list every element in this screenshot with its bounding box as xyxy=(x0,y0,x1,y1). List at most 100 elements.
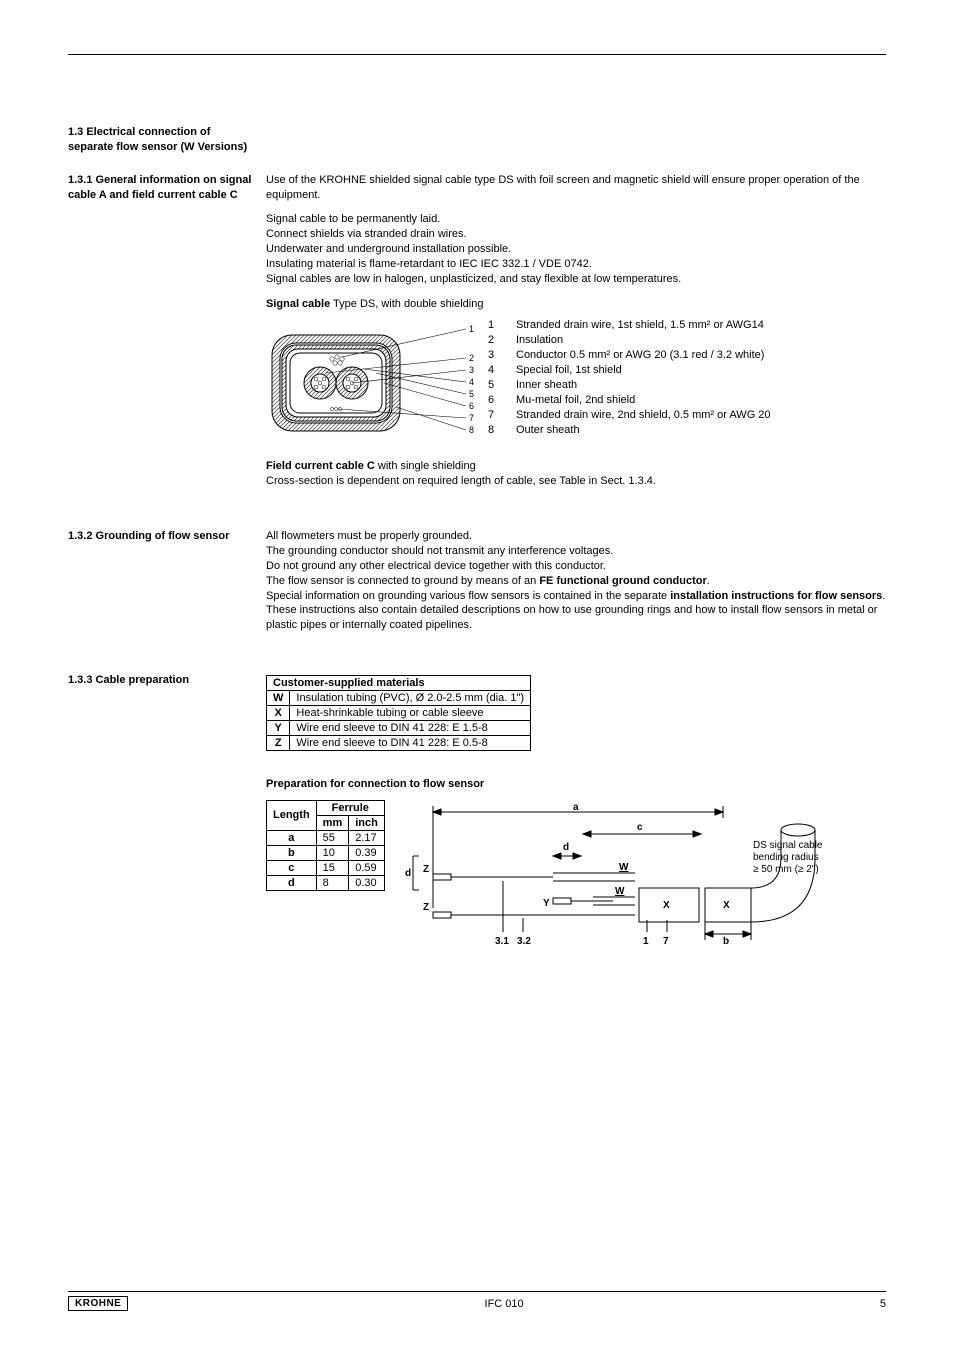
section-1-3-3: 1.3.3 Cable preparation Customer-supplie… xyxy=(68,673,886,960)
cable-legend-row: 6Mu-metal foil, 2nd shield xyxy=(488,394,771,406)
cable-legend-text: Outer sheath xyxy=(516,424,580,436)
fe-bold: FE functional ground conductor xyxy=(539,575,706,587)
section-1-3-2-lines-a: All flowmeters must be properly grounded… xyxy=(266,529,886,574)
prep-diagram: a c d d Z W Y W Z X X 3.1 3.2 1 7 b xyxy=(403,800,833,960)
svg-text:Z: Z xyxy=(423,864,429,875)
cable-legend-row: 8 Outer sheath xyxy=(488,424,771,436)
svg-text:1: 1 xyxy=(643,936,649,947)
section-1-3-2-line: These instructions also contain detailed… xyxy=(266,603,886,633)
svg-text:4: 4 xyxy=(469,377,474,387)
cable-legend-text: Inner sheath xyxy=(516,379,577,391)
section-1-3: 1.3 Electrical connection of separate fl… xyxy=(68,125,886,155)
ferrule-th-inch: inch xyxy=(349,815,385,830)
cable-legend-num: 6 xyxy=(488,394,500,406)
svg-text:W: W xyxy=(615,886,625,897)
signal-cable-heading: Signal cable Type DS, with double shield… xyxy=(266,297,886,312)
materials-row: YWire end sleeve to DIN 41 228: E 1.5-8 xyxy=(267,721,531,736)
ferrule-row: a552.17 xyxy=(267,830,385,845)
svg-text:c: c xyxy=(637,822,643,833)
ferrule-mm: 55 xyxy=(316,830,349,845)
footer-doc: IFC 010 xyxy=(485,1298,524,1310)
cable-legend-row: 3 Conductor 0.5 mm² or AWG 20 (3.1 red / … xyxy=(488,349,771,361)
cable-cross-section-icon: 1 2 3 4 5 6 7 8 xyxy=(266,317,476,447)
field-cable-line2: Cross-section is dependent on required l… xyxy=(266,474,886,489)
section-1-3-1-line: Insulating material is flame-retardant t… xyxy=(266,257,886,272)
section-1-3-1-bullets: Signal cable to be permanently laid.Conn… xyxy=(266,212,886,286)
ferrule-label: a xyxy=(267,830,317,845)
materials-code: Z xyxy=(267,736,290,751)
section-1-3-1-p1: Use of the KROHNE shielded signal cable … xyxy=(266,173,886,203)
cable-legend-row: 5 Inner sheath xyxy=(488,379,771,391)
svg-text:d: d xyxy=(563,842,569,853)
cable-legend-num: 4 xyxy=(488,364,500,376)
cable-legend-num: 5 xyxy=(488,379,500,391)
materials-header: Customer-supplied materials xyxy=(267,676,531,691)
cable-legend-row: 2Insulation xyxy=(488,334,771,346)
svg-text:X: X xyxy=(663,900,670,911)
svg-text:Y: Y xyxy=(543,898,550,909)
svg-text:Z: Z xyxy=(423,902,429,913)
materials-row: ZWire end sleeve to DIN 41 228: E 0.5-8 xyxy=(267,736,531,751)
svg-text:5: 5 xyxy=(469,389,474,399)
ferrule-th-length: Length xyxy=(267,800,317,830)
svg-text:7: 7 xyxy=(663,936,669,947)
ferrule-inch: 0.30 xyxy=(349,875,385,890)
cable-legend-text: Conductor 0.5 mm² or AWG 20 (3.1 red / 3… xyxy=(516,349,764,361)
svg-text:2: 2 xyxy=(469,353,474,363)
signal-cable-desc: Type DS, with double shielding xyxy=(330,298,483,310)
ferrule-inch: 2.17 xyxy=(349,830,385,845)
fe-post: . xyxy=(707,575,710,587)
section-1-3-1: 1.3.1 General information on signal cabl… xyxy=(68,173,886,489)
section-1-3-2: 1.3.2 Grounding of flow sensor All flowm… xyxy=(68,529,886,633)
section-1-3-2-title: 1.3.2 Grounding of flow sensor xyxy=(68,529,254,544)
materials-table: Customer-supplied materials WInsulation … xyxy=(266,675,531,751)
materials-code: X xyxy=(267,706,290,721)
field-cable-heading: Field current cable C with single shield… xyxy=(266,459,886,474)
cable-legend-text: Stranded drain wire, 2nd shield, 0.5 mm²… xyxy=(516,409,771,421)
page-footer: KROHNE IFC 010 5 xyxy=(68,1291,886,1311)
ferrule-block: Length Ferrule mm inch a552.17b100.39c15… xyxy=(266,800,886,960)
ferrule-row: d80.30 xyxy=(267,875,385,890)
materials-row: WInsulation tubing (PVC), Ø 2.0-2.5 mm (… xyxy=(267,691,531,706)
svg-text:W: W xyxy=(619,862,629,873)
prep-header: Preparation for connection to flow senso… xyxy=(266,777,886,792)
cable-legend-num: 7 xyxy=(488,409,500,421)
prep-note-l2: bending radius xyxy=(753,852,819,863)
ferrule-mm: 10 xyxy=(316,845,349,860)
section-1-3-1-line: Connect shields via stranded drain wires… xyxy=(266,227,886,242)
svg-text:X: X xyxy=(723,900,730,911)
section-1-3-2-inst: Special information on grounding various… xyxy=(266,589,886,604)
cable-diagram: 1 2 3 4 5 6 7 8 1 Stranded drain wire, 1s… xyxy=(266,317,886,447)
svg-text:1: 1 xyxy=(469,324,474,334)
krohne-logo: KROHNE xyxy=(68,1296,128,1311)
cable-legend-text: Insulation xyxy=(516,334,563,346)
ferrule-mm: 15 xyxy=(316,860,349,875)
signal-cable-label: Signal cable xyxy=(266,298,330,310)
field-cable-desc: with single shielding xyxy=(375,460,476,472)
ferrule-table: Length Ferrule mm inch a552.17b100.39c15… xyxy=(266,800,385,891)
section-1-3-1-line: Underwater and underground installation … xyxy=(266,242,886,257)
ferrule-label: d xyxy=(267,875,317,890)
prep-note-l3: ≥ 50 mm (≥ 2") xyxy=(753,864,819,875)
cable-legend-text: Stranded drain wire, 1st shield, 1.5 mm²… xyxy=(516,319,764,331)
cable-legend-row: 4 Special foil, 1st shield xyxy=(488,364,771,376)
ferrule-inch: 0.59 xyxy=(349,860,385,875)
cable-legend-num: 3 xyxy=(488,349,500,361)
materials-code: W xyxy=(267,691,290,706)
materials-code: Y xyxy=(267,721,290,736)
ferrule-label: b xyxy=(267,845,317,860)
cable-legend-text: Special foil, 1st shield xyxy=(516,364,622,376)
section-1-3-1-title: 1.3.1 General information on signal cabl… xyxy=(68,173,254,203)
inst-bold: installation instructions for flow senso… xyxy=(670,590,882,602)
cable-legend-num: 8 xyxy=(488,424,500,436)
footer-page: 5 xyxy=(880,1298,886,1310)
materials-text: Insulation tubing (PVC), Ø 2.0-2.5 mm (d… xyxy=(290,691,531,706)
svg-text:b: b xyxy=(723,936,729,947)
section-1-3-2-fe: The flow sensor is connected to ground b… xyxy=(266,574,886,589)
svg-text:7: 7 xyxy=(469,413,474,423)
ferrule-th-ferrule: Ferrule xyxy=(316,800,384,815)
section-1-3-title: 1.3 Electrical connection of separate fl… xyxy=(68,125,254,155)
svg-text:3.2: 3.2 xyxy=(517,936,531,947)
field-cable-label: Field current cable C xyxy=(266,460,375,472)
ferrule-row: b100.39 xyxy=(267,845,385,860)
